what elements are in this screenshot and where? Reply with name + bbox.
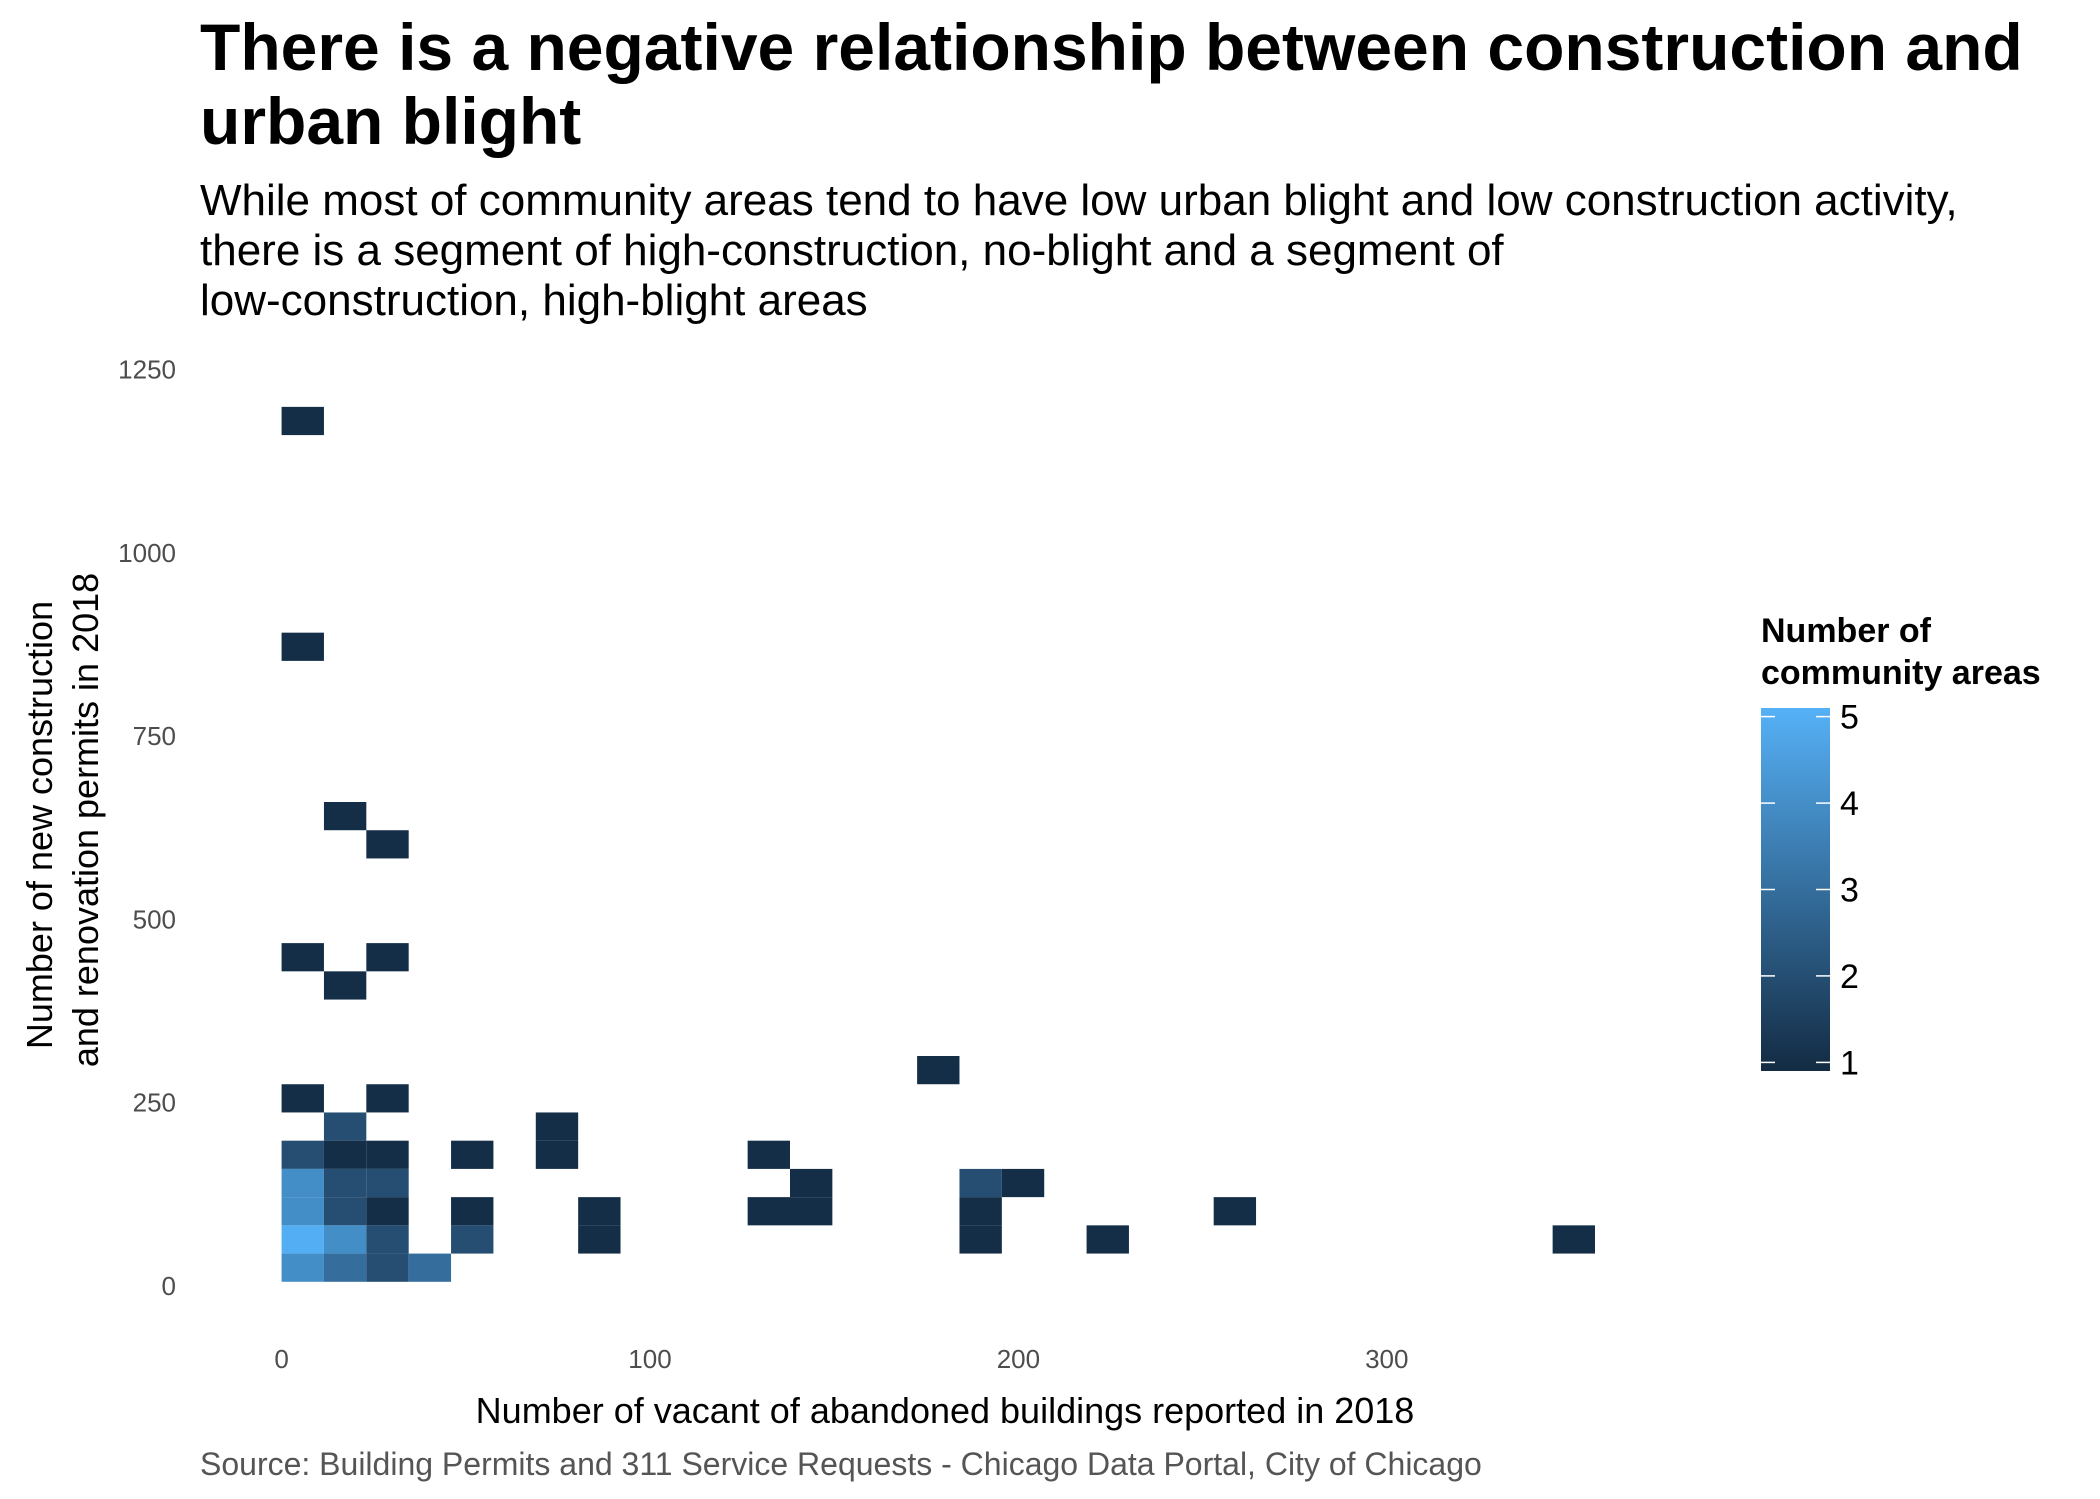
y-tick-label: 0 — [162, 1271, 176, 1301]
heatmap-bin — [323, 971, 367, 1000]
heatmap-bin — [535, 1140, 579, 1169]
heatmap-bin — [959, 1168, 1002, 1198]
heatmap-bin — [366, 1253, 409, 1282]
heatmap-bin — [959, 1197, 1002, 1226]
legend-tick-label: 1 — [1840, 1044, 1859, 1082]
legend-title-line-2: community areas — [1761, 654, 2041, 692]
legend-tick-label: 2 — [1840, 958, 1859, 996]
legend: Number of community areas 1 2 3 4 5 — [1761, 612, 2041, 1082]
legend-ticks: 1 2 3 4 5 — [1761, 699, 1859, 1082]
heatmap-bin — [451, 1197, 494, 1226]
x-tick-label: 300 — [1365, 1344, 1408, 1374]
heatmap-bin — [366, 1084, 409, 1113]
heatmap-bin — [578, 1197, 621, 1226]
chart-title: There is a negative relationship between… — [200, 10, 2023, 158]
legend-title-line-1: Number of — [1761, 612, 1932, 650]
heatmap-bin — [323, 1112, 367, 1141]
heatmap-bin — [917, 1056, 960, 1085]
heatmap-bin — [323, 1140, 367, 1169]
heatmap-bin — [366, 1225, 409, 1254]
y-axis-title-line-1: Number of new construction — [19, 601, 60, 1049]
y-tick-label: 1000 — [118, 538, 176, 568]
heatmap-bin — [1001, 1168, 1045, 1198]
heatmap-bin — [281, 1225, 324, 1254]
x-tick-label: 200 — [997, 1344, 1040, 1374]
heatmap-bin — [323, 1253, 367, 1282]
heatmap-bin — [790, 1197, 833, 1226]
heatmap-bin — [281, 632, 324, 661]
chart-subtitle: While most of community areas tend to ha… — [200, 176, 1958, 325]
heatmap-bin — [959, 1225, 1002, 1254]
heatmap-bin — [323, 1197, 367, 1226]
y-tick-labels: 0 250 500 750 1000 1250 — [118, 355, 176, 1301]
heatmap-bin — [747, 1197, 790, 1226]
heatmap-bin — [366, 1197, 409, 1226]
legend-title: Number of community areas — [1761, 612, 2041, 692]
heatmap-bin — [281, 1197, 324, 1226]
heatmap-bin — [323, 1168, 367, 1198]
y-axis-title: Number of new construction and renovatio… — [19, 573, 106, 1067]
y-axis-title-line-2: and renovation permits in 2018 — [65, 573, 106, 1067]
x-tick-label: 0 — [274, 1344, 288, 1374]
y-tick-label: 250 — [133, 1088, 176, 1118]
x-tick-label: 100 — [628, 1344, 671, 1374]
legend-tick-label: 5 — [1840, 699, 1859, 737]
heatmap-bin — [323, 802, 367, 831]
heatmap-bin — [451, 1225, 494, 1254]
y-tick-label: 750 — [133, 721, 176, 751]
x-tick-labels: 0 100 200 300 — [274, 1344, 1408, 1374]
heatmap-bin — [1213, 1197, 1257, 1226]
heatmap-bin — [535, 1112, 579, 1141]
heatmap-bin — [366, 830, 409, 859]
heatmap-bin — [281, 1084, 324, 1113]
heatmap-bin — [790, 1168, 833, 1198]
heatmap-bin — [451, 1140, 494, 1169]
y-tick-label: 1250 — [118, 355, 176, 385]
heatmap-bin — [281, 1253, 324, 1282]
heatmap-bin — [747, 1140, 790, 1169]
chart-caption: Source: Building Permits and 311 Service… — [200, 1446, 1482, 1482]
heatmap-bin — [281, 406, 324, 436]
heatmap-bin — [1086, 1225, 1129, 1254]
heatmap-bin — [281, 1140, 324, 1169]
heatmap-bin — [281, 943, 324, 972]
heatmap-bin — [408, 1253, 452, 1282]
heatmap-bin — [578, 1225, 621, 1254]
heatmap-bin — [323, 1225, 367, 1254]
heatmap-bin — [366, 1168, 409, 1198]
x-axis-title: Number of vacant of abandoned buildings … — [476, 1390, 1415, 1431]
legend-tick-label: 4 — [1840, 785, 1859, 823]
heatmap-bin — [281, 1168, 324, 1198]
bins-layer — [281, 406, 1595, 1282]
y-tick-label: 500 — [133, 905, 176, 935]
heatmap-bin — [1552, 1225, 1595, 1254]
heatmap-bin — [366, 1140, 409, 1169]
heatmap-bin — [366, 943, 409, 972]
legend-tick-label: 3 — [1840, 872, 1859, 910]
